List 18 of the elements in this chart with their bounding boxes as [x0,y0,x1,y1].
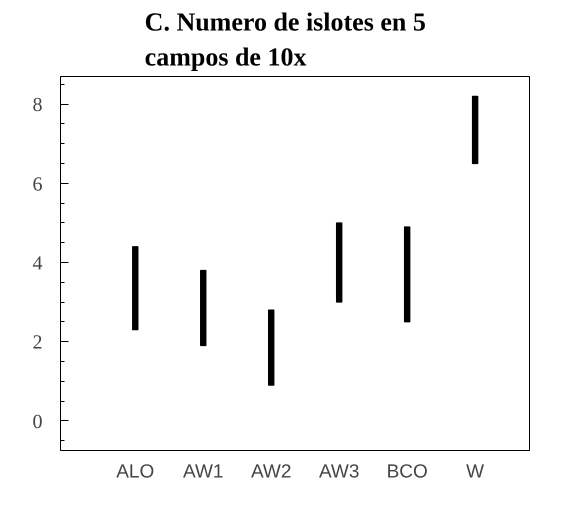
bar [268,310,274,386]
x-tick-label: AW3 [318,462,360,482]
y-tick-label: 2 [32,332,42,354]
bar [472,96,478,164]
y-tick-label: 8 [32,94,42,116]
y-tick-label: 4 [32,252,42,275]
y-tick-label: 0 [32,410,42,433]
bar [336,222,342,303]
x-tick-label: AW2 [250,462,292,482]
x-tick-label: BCO [386,462,428,482]
x-tick-label: ALO [116,462,154,482]
x-tick-label: W [466,462,484,482]
y-tick-label: 6 [32,173,42,196]
x-tick-label: AW1 [183,462,224,482]
bar [132,246,138,330]
bar [200,270,206,346]
chart-title: C. Numero de islotes en 5 campos de 10x [144,8,426,72]
bar [404,226,410,322]
